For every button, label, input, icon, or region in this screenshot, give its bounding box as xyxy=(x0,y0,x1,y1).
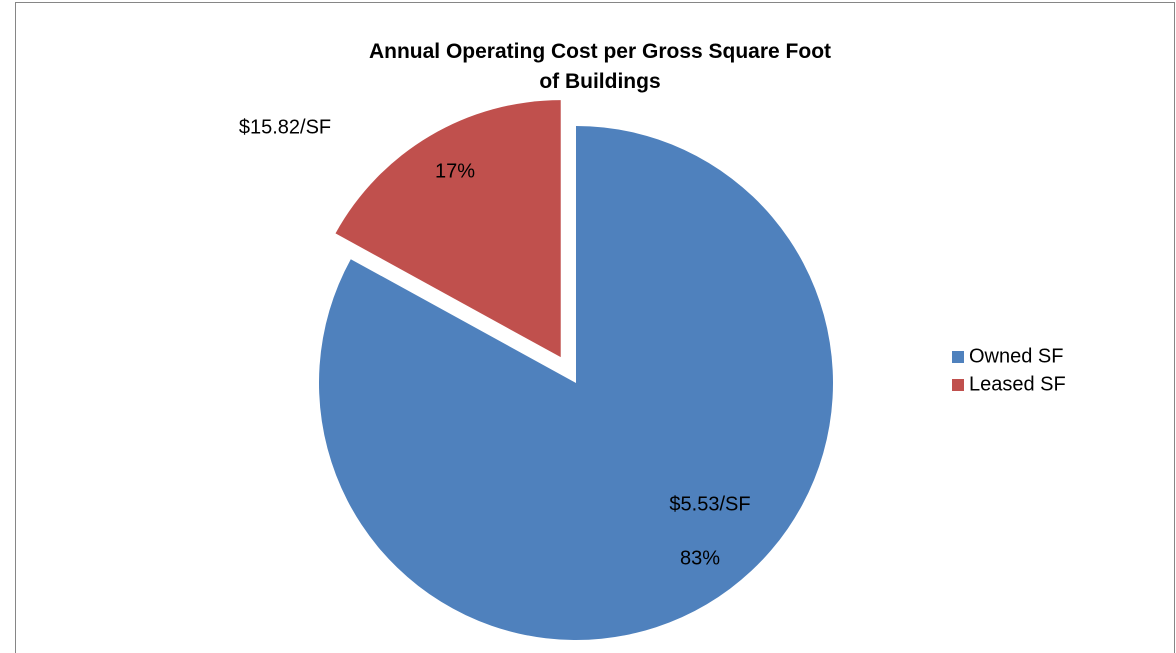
cost-annotation: $15.82/SF xyxy=(239,116,331,138)
title-line: Annual Operating Cost per Gross Square F… xyxy=(369,40,831,63)
chart-title: Annual Operating Cost per Gross Square F… xyxy=(369,40,831,93)
legend-label: Owned SF xyxy=(969,345,1063,367)
cost-annotation: $5.53/SF xyxy=(669,493,750,515)
legend-swatch xyxy=(952,379,964,391)
pie-slice xyxy=(319,126,834,640)
title-line: of Buildings xyxy=(539,70,660,93)
data-label: 17% xyxy=(435,160,475,182)
data-label: 83% xyxy=(680,547,720,569)
legend-swatch xyxy=(952,351,964,363)
pie-slice xyxy=(335,100,561,358)
legend-label: Leased SF xyxy=(969,373,1066,395)
